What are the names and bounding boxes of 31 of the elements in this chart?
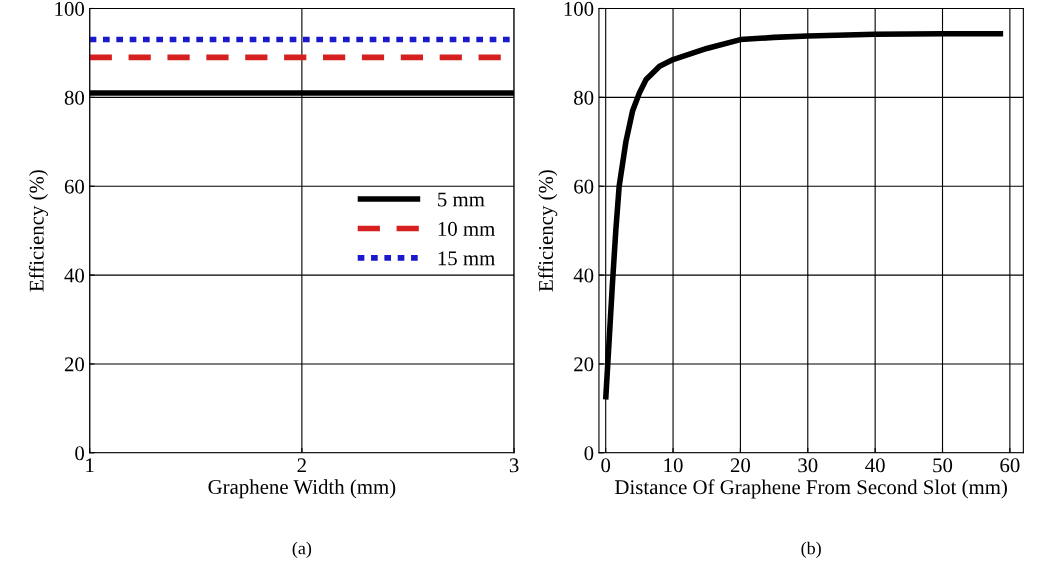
y-tick-label: 20 bbox=[574, 357, 594, 372]
text: (a) bbox=[292, 541, 312, 559]
y-tick-label: 100 bbox=[564, 1, 594, 16]
x-tick-label: 20 bbox=[730, 458, 751, 473]
x-tick-label: 40 bbox=[865, 458, 885, 473]
y-tick-label: 40 bbox=[64, 268, 85, 283]
text: (b) bbox=[801, 541, 821, 559]
y-tick-label: 20 bbox=[64, 357, 85, 372]
y-tick-label: 100 bbox=[55, 1, 85, 16]
x-tick-label: 1 bbox=[86, 458, 94, 473]
x-tick-label: 3 bbox=[509, 458, 519, 473]
x-tick-label: 50 bbox=[933, 458, 953, 473]
x-tick-label: 0 bbox=[601, 458, 611, 473]
y-tick-label: 0 bbox=[584, 446, 594, 461]
y-tick-label: 40 bbox=[573, 268, 594, 283]
x-tick-label: 30 bbox=[798, 458, 818, 473]
y-axis-title: Efficiency (%) bbox=[28, 170, 49, 292]
x-tick-label: 10 bbox=[664, 458, 683, 473]
y-tick-label: 80 bbox=[64, 90, 85, 105]
y-tick-label: 80 bbox=[574, 90, 594, 105]
y-tick-label: 0 bbox=[75, 446, 85, 461]
y-axis-title: Efficiency (%) bbox=[538, 170, 558, 292]
y-tick-label: 60 bbox=[574, 179, 594, 194]
legend-label: 5 mm bbox=[438, 192, 485, 207]
legend-label: 10 mm bbox=[438, 221, 495, 236]
x-axis-title: Distance Of Graphene From Second Slot (mm) bbox=[615, 479, 1007, 499]
x-axis-title: Graphene Width (mm) bbox=[208, 479, 396, 499]
legend-label: 15 mm bbox=[438, 251, 495, 266]
x-tick-label: 2 bbox=[297, 458, 306, 473]
x-tick-label: 60 bbox=[1000, 458, 1020, 473]
y-tick-label: 60 bbox=[64, 179, 85, 194]
